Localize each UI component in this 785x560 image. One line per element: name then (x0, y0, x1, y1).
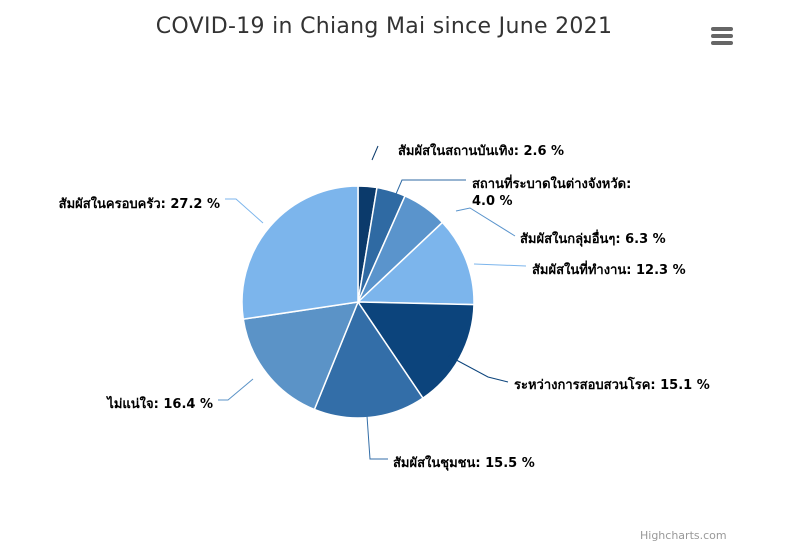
pie-slice[interactable] (241, 185, 359, 320)
data-label: สัมผัสในกลุ่มอื่นๆ: 6.3 % (520, 229, 666, 247)
pie-slice[interactable] (357, 301, 475, 399)
label-connector-line (218, 378, 254, 401)
data-label: สถานที่ระบาดในต่างจังหวัด: 4.0 % (472, 174, 631, 209)
pie-slice[interactable] (242, 301, 359, 411)
credits-link[interactable]: Highcharts.com (640, 529, 727, 542)
data-label: ระหว่างการสอบสวนโรค: 15.1 % (514, 376, 710, 393)
menu-bar-line (711, 34, 733, 38)
data-label: สัมผัสในสถานบันเทิง: 2.6 % (398, 142, 564, 159)
label-connector-line (473, 263, 527, 267)
data-label: สัมผัสในครอบครัว: 27.2 % (59, 195, 220, 212)
label-connector-line (366, 415, 388, 460)
data-label: สัมผัสในที่ทำงาน: 12.3 % (532, 260, 686, 278)
data-label: ไม่แน่ใจ: 16.4 % (105, 395, 213, 412)
hamburger-menu-icon[interactable] (704, 22, 738, 50)
menu-bar-line (711, 27, 733, 31)
data-label: สัมผัสในชุมชน: 15.5 % (393, 454, 535, 471)
label-connector-line (455, 207, 516, 237)
label-connector-line (225, 198, 264, 224)
chart-title: COVID-19 in Chiang Mai since June 2021 (155, 14, 613, 39)
label-connector-line (371, 145, 379, 161)
pie-slice[interactable] (357, 221, 475, 306)
label-connector-line (395, 179, 466, 195)
pie-slice[interactable] (313, 301, 424, 419)
label-connector-line (446, 354, 509, 383)
menu-bar-line (711, 41, 733, 45)
